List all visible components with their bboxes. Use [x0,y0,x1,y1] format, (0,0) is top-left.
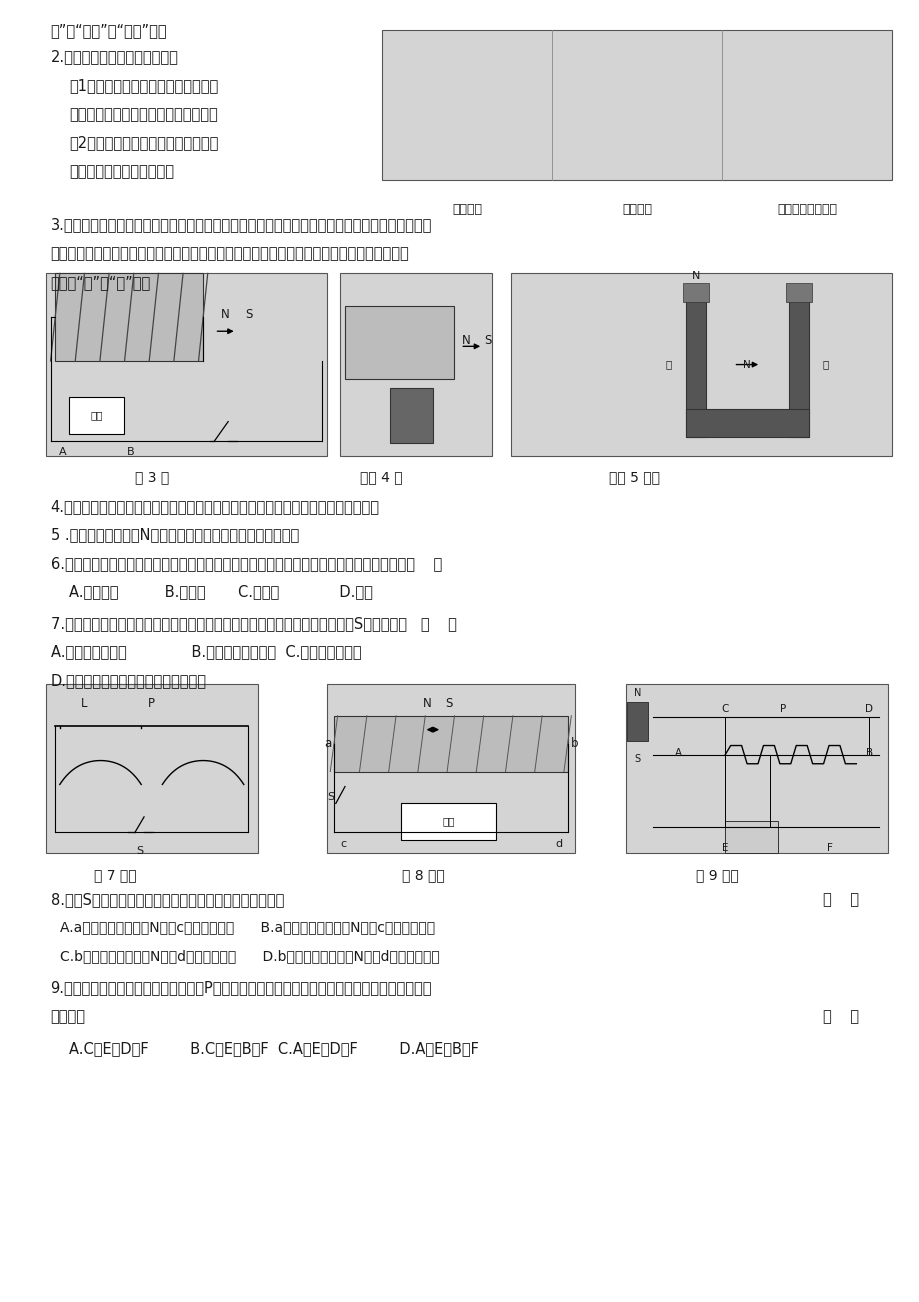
Text: S: S [136,845,142,855]
Text: （    ）: （ ） [823,892,858,907]
Text: N: N [691,271,699,281]
Text: 的＿＿＿＿端为正极，要使通电螺线管的磁场减弱，变阔器的滑片应移到图示位置的＿＿＿边: 的＿＿＿＿端为正极，要使通电螺线管的磁场减弱，变阔器的滑片应移到图示位置的＿＿＿… [51,246,409,262]
Bar [390,388,433,443]
Bar [46,273,326,456]
Text: 甲：通电: 甲：通电 [451,203,482,216]
Text: 是＿＿＿＿＿＿＿＿＿＿＿＿＿＿＿。: 是＿＿＿＿＿＿＿＿＿＿＿＿＿＿＿。 [69,107,218,122]
Text: 丙：改变电流方向: 丙：改变电流方向 [777,203,836,216]
Text: 7.图中的两个线圈，套在一根光滑的玻璃管上。导线柔软，可自由滑动。开关S闭合后，则   （    ）: 7.图中的两个线圈，套在一根光滑的玻璃管上。导线柔软，可自由滑动。开关S闭合后，… [51,616,456,631]
Text: 第 3 题: 第 3 题 [134,470,169,484]
Bar [788,292,808,437]
Text: 8.开关S闭合后，小磁针静止时的指向如图所示。由此可知: 8.开关S闭合后，小磁针静止时的指向如图所示。由此可知 [51,892,284,907]
Text: C: C [720,704,728,715]
Text: 图第 5 题图: 图第 5 题图 [608,470,660,484]
Text: P: P [148,698,155,711]
Bar [340,273,492,456]
Bar [69,397,124,434]
Text: L: L [81,698,87,711]
Text: 式可以是: 式可以是 [51,1009,85,1025]
Text: 甲: 甲 [665,359,672,370]
Text: a: a [323,737,331,750]
Text: S: S [445,697,453,710]
Text: S: S [244,307,252,320]
Text: A: A [59,447,66,457]
Text: 3.下图是研究通电螺线管磁场的实验电路。合上开关后，若小磁针停在如图所示的位置，那么电源: 3.下图是研究通电螺线管磁场的实验电路。合上开关后，若小磁针停在如图所示的位置，… [51,217,432,233]
Text: 6.下列四位科学家都对物理学的发展做了卓越的贡献，其中首先发现电流磁效应的科学家是（    ）: 6.下列四位科学家都对物理学的发展做了卓越的贡献，其中首先发现电流磁效应的科学家… [51,556,441,572]
Bar [682,283,708,302]
Text: 乙：断电: 乙：断电 [621,203,652,216]
Text: D.两线圈先左右分开，然后向中间靠拢: D.两线圈先左右分开，然后向中间靠拢 [51,673,207,689]
Text: A.两线圈左右分开              B.两线圈向中间靠拢  C.两线圈静止不动: A.两线圈左右分开 B.两线圈向中间靠拢 C.两线圈静止不动 [51,644,361,660]
Text: D: D [865,704,872,715]
Text: 是＿＿＿＿＿＿＿＿＿＿。: 是＿＿＿＿＿＿＿＿＿＿。 [69,164,174,180]
Text: 强”、“减弱”或“不变”）。: 强”、“减弱”或“不变”）。 [51,23,167,39]
Text: d: d [554,840,562,849]
Bar [326,684,574,853]
Text: E: E [721,844,728,853]
Text: B: B [865,749,872,758]
Text: 图第 4 题: 图第 4 题 [360,470,403,484]
Text: 第 9 题图: 第 9 题图 [696,868,738,883]
Text: （2）比较甲丙两图，可以得到的结论: （2）比较甲丙两图，可以得到的结论 [69,135,218,151]
Text: S: S [326,792,334,802]
Text: C.b端是通电螺线管的N极，d端是电源正极      D.b端是通电螺线管的N极，d端是电源负极: C.b端是通电螺线管的N极，d端是电源正极 D.b端是通电螺线管的N极，d端是电… [60,949,439,963]
Text: A.C接E，D接F         B.C接E，B接F  C.A接E，D接F         D.A接E，B接F: A.C接E，D接F B.C接E，B接F C.A接E，D接F D.A接E，B接F [69,1042,479,1057]
Text: S: S [483,333,491,346]
Text: （1）比较甲乙两图，可以得到的结论: （1）比较甲乙两图，可以得到的结论 [69,78,218,94]
Bar [334,716,567,772]
Bar [345,306,454,379]
Bar [510,273,891,456]
Text: 第 7 题图: 第 7 题图 [94,868,136,883]
Text: 4.为使图中通电螺线管附近小磁针的指向如图所示，试在图中画出通电螺线管的绕法: 4.为使图中通电螺线管附近小磁针的指向如图所示，试在图中画出通电螺线管的绕法 [51,499,380,514]
Text: 第 8 题图: 第 8 题图 [402,868,444,883]
Text: 乙: 乙 [822,359,828,370]
Text: 5 .根据图中小磁针的N极指向，画出通电螺线管的绕线方法。: 5 .根据图中小磁针的N极指向，画出通电螺线管的绕线方法。 [51,527,299,543]
Text: （    ）: （ ） [823,1009,858,1025]
Text: N: N [423,697,431,710]
Bar [55,273,203,361]
Bar [785,283,811,302]
Text: A: A [674,749,681,758]
Text: F: F [826,844,832,853]
Bar [381,30,891,180]
Text: S: S [634,754,640,764]
Bar [724,822,777,854]
Bar [685,409,808,437]
Text: （均填“左”或“右”）。: （均填“左”或“右”）。 [51,275,151,290]
Text: c: c [340,840,346,849]
Bar [46,684,257,853]
Bar [401,802,495,840]
Text: N: N [221,307,230,320]
Text: 电源: 电源 [442,816,454,827]
Text: 电源: 电源 [90,410,103,421]
Text: N: N [633,689,641,698]
Text: P: P [779,704,785,715]
Text: B: B [127,447,134,457]
Bar [625,684,887,853]
Text: A.a端是通电螺线管的N极，c端是电源正极      B.a端是通电螺线管的N极，c端是电源负极: A.a端是通电螺线管的N极，c端是电源正极 B.a端是通电螺线管的N极，c端是电… [60,921,435,935]
Text: b: b [570,737,577,750]
Text: 9.如图所示，若要使滑动变阔器的滑片P向右移动时，弹簧秤的示数变小，则变阔器接入电路的方: 9.如图所示，若要使滑动变阔器的滑片P向右移动时，弹簧秤的示数变小，则变阔器接入… [51,980,432,996]
Text: A.爱因斯坦          B.帕斯卡       C.奥斯特             D.牛顿: A.爱因斯坦 B.帕斯卡 C.奥斯特 D.牛顿 [69,585,372,600]
Bar [685,292,705,437]
Text: 2.右图是奥斯特实验的示意图。: 2.右图是奥斯特实验的示意图。 [51,49,178,65]
Bar [627,702,647,741]
Text: N: N [743,359,751,370]
Text: N: N [461,333,471,346]
